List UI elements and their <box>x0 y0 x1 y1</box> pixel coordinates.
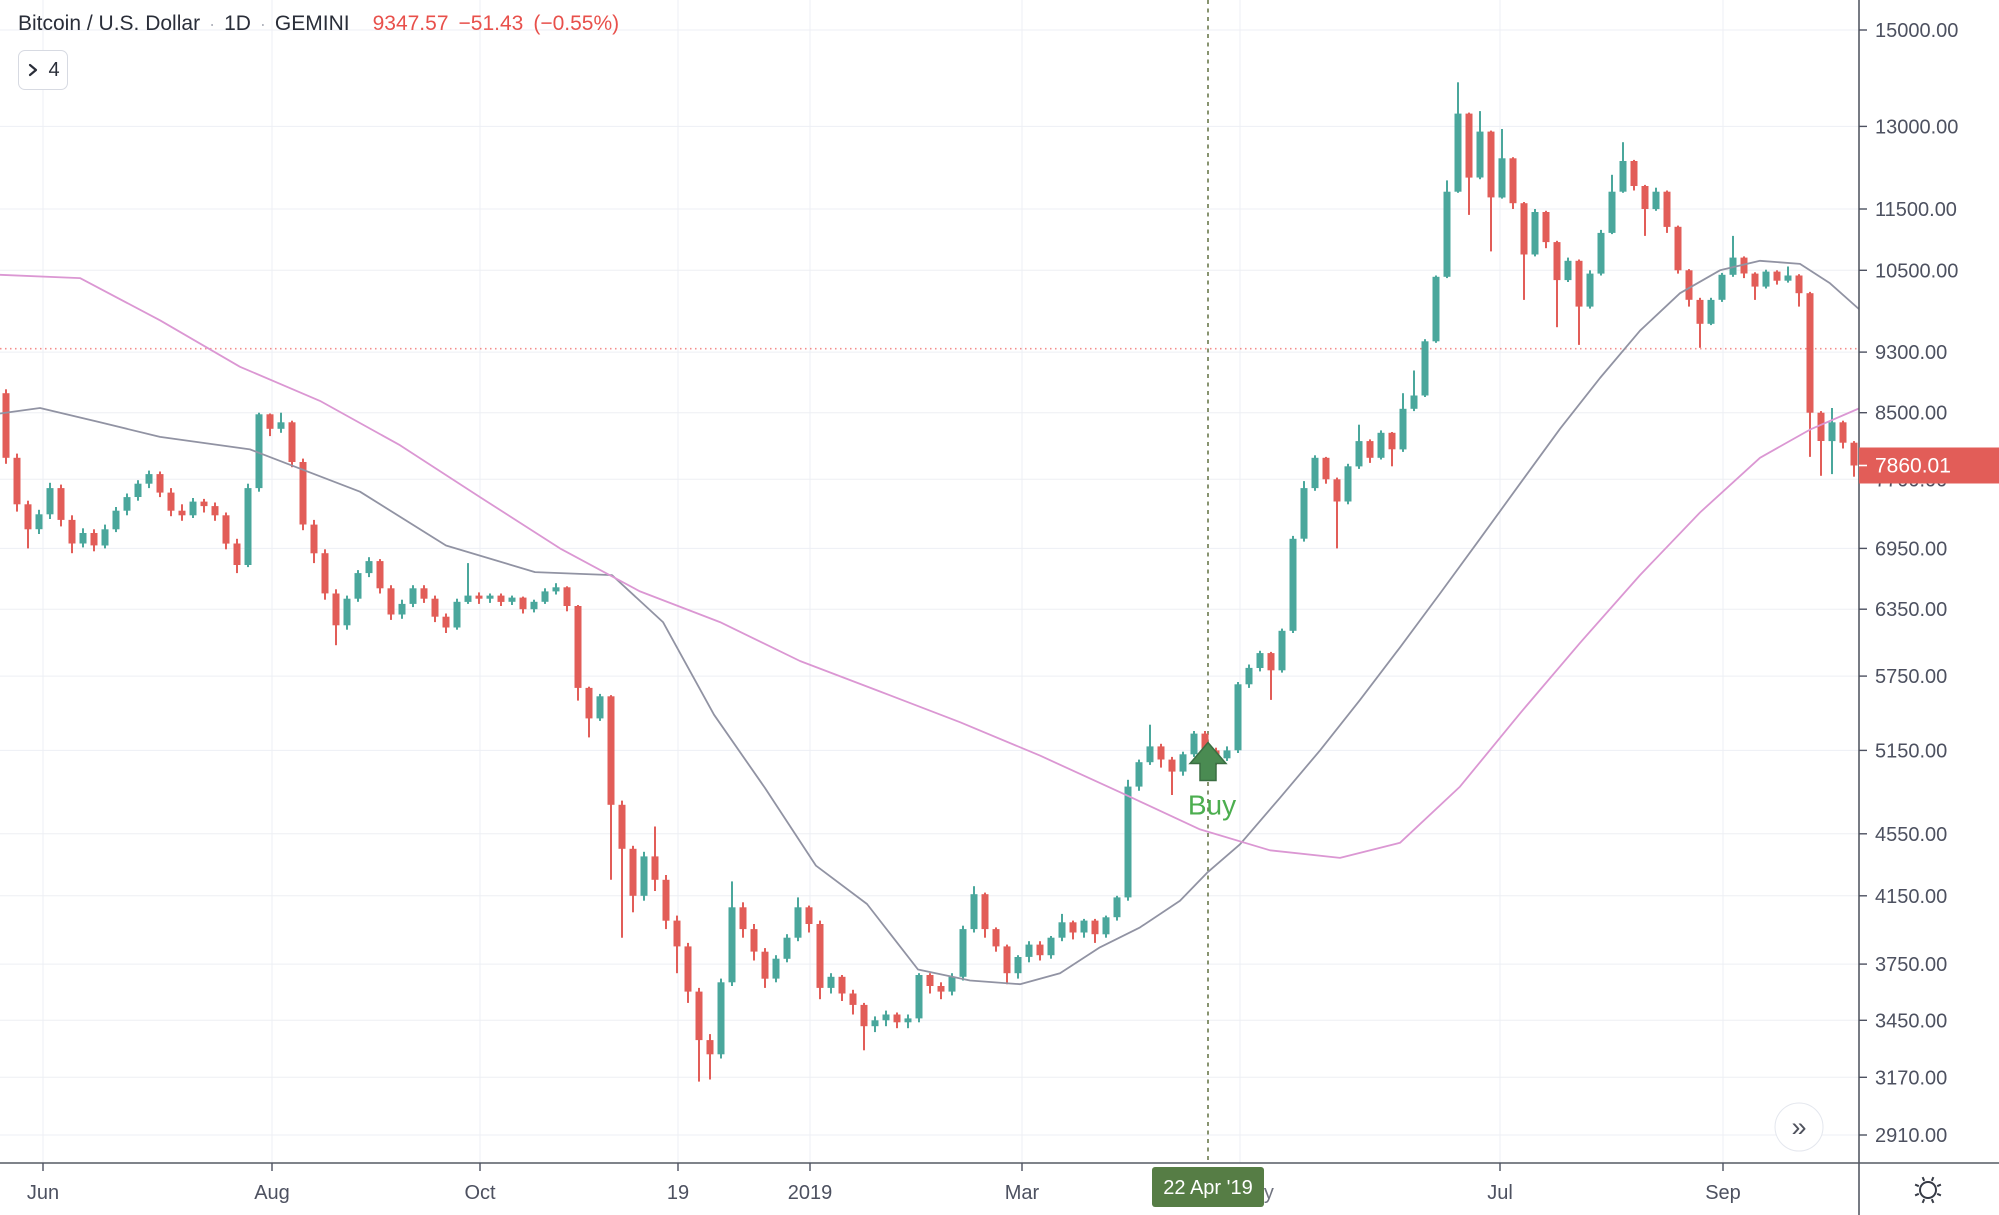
svg-text:7860.01: 7860.01 <box>1875 455 1951 478</box>
chevron-right-icon <box>29 63 38 77</box>
svg-text:8500.00: 8500.00 <box>1875 403 1947 425</box>
symbol-name[interactable]: Bitcoin / U.S. Dollar <box>18 12 201 35</box>
svg-text:2019: 2019 <box>788 1182 833 1204</box>
svg-text:5150.00: 5150.00 <box>1875 740 1947 762</box>
svg-text:9300.00: 9300.00 <box>1875 342 1947 364</box>
separator-dot: · <box>209 13 216 34</box>
svg-text:Mar: Mar <box>1005 1182 1040 1204</box>
buy-marker-label: Buy <box>1188 790 1236 821</box>
quote-values: 9347.57 −51.43 (−0.55%) <box>373 12 620 36</box>
candlestick-series <box>2 82 1858 1082</box>
svg-text:2910.00: 2910.00 <box>1875 1125 1947 1147</box>
interval-label[interactable]: 1D <box>224 12 251 35</box>
svg-text:3750.00: 3750.00 <box>1875 954 1947 976</box>
svg-text:15000.00: 15000.00 <box>1875 20 1958 42</box>
svg-text:6950.00: 6950.00 <box>1875 538 1947 560</box>
double-chevron-right-icon: » <box>1791 1112 1806 1142</box>
svg-text:11500.00: 11500.00 <box>1875 199 1957 221</box>
gridlines <box>0 0 1859 1163</box>
gear-icon[interactable] <box>1914 1176 1942 1204</box>
buy-date-badge: 22 Apr '19 <box>1152 1167 1264 1207</box>
svg-text:19: 19 <box>667 1182 689 1204</box>
buy-marker[interactable]: Buy <box>1188 741 1236 821</box>
symbol-title-row[interactable]: Bitcoin / U.S. Dollar · 1D · GEMINI 9347… <box>18 12 619 36</box>
hidden-indicator-count: 4 <box>48 58 60 81</box>
svg-text:3170.00: 3170.00 <box>1875 1067 1947 1089</box>
svg-text:3450.00: 3450.00 <box>1875 1010 1947 1032</box>
svg-text:4550.00: 4550.00 <box>1875 824 1947 846</box>
chart-legend: Bitcoin / U.S. Dollar · 1D · GEMINI 9347… <box>18 12 619 90</box>
last-value: 9347.57 <box>372 12 449 35</box>
change-percent: (−0.55%) <box>533 12 620 35</box>
last-price-badge: 7860.01 <box>1859 447 1999 484</box>
change-value: −51.43 <box>458 12 524 35</box>
svg-text:6350.00: 6350.00 <box>1875 599 1947 621</box>
legend-expand-button[interactable]: 4 <box>18 50 68 90</box>
svg-text:Jun: Jun <box>27 1182 59 1204</box>
ma-line-pink <box>0 273 1861 859</box>
svg-text:Oct: Oct <box>464 1182 496 1204</box>
svg-text:Aug: Aug <box>254 1182 290 1204</box>
svg-text:22 Apr '19: 22 Apr '19 <box>1163 1177 1252 1199</box>
ma-line-gray <box>0 259 1861 986</box>
exchange-label: GEMINI <box>274 12 350 35</box>
svg-text:5750.00: 5750.00 <box>1875 666 1947 688</box>
time-axis[interactable]: JunAugOct192019MarMayJulSep <box>27 1163 1741 1204</box>
svg-text:10500.00: 10500.00 <box>1875 260 1958 282</box>
svg-text:13000.00: 13000.00 <box>1875 116 1958 138</box>
scroll-to-recent-button[interactable]: » <box>1774 1102 1824 1152</box>
svg-text:4150.00: 4150.00 <box>1875 886 1947 908</box>
separator-dot: · <box>259 13 266 34</box>
svg-text:Jul: Jul <box>1487 1182 1513 1204</box>
svg-text:Sep: Sep <box>1705 1182 1741 1204</box>
buy-arrow-icon[interactable] <box>1188 741 1228 782</box>
